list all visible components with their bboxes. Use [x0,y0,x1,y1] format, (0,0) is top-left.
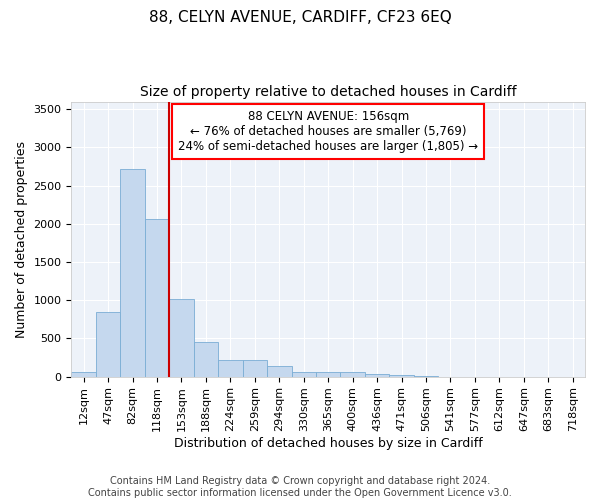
Text: Contains HM Land Registry data © Crown copyright and database right 2024.
Contai: Contains HM Land Registry data © Crown c… [88,476,512,498]
Bar [121,169,145,376]
Bar [292,372,316,376]
X-axis label: Distribution of detached houses by size in Cardiff: Distribution of detached houses by size … [174,437,482,450]
Bar [340,372,365,376]
Y-axis label: Number of detached properties: Number of detached properties [15,140,28,338]
Bar [96,312,121,376]
Bar [71,372,96,376]
Text: 88, CELYN AVENUE, CARDIFF, CF23 6EQ: 88, CELYN AVENUE, CARDIFF, CF23 6EQ [149,10,451,25]
Bar [145,219,169,376]
Bar [194,342,218,376]
Title: Size of property relative to detached houses in Cardiff: Size of property relative to detached ho… [140,85,517,99]
Bar [218,360,242,376]
Bar [389,375,414,376]
Bar [365,374,389,376]
Bar [242,360,267,376]
Text: 88 CELYN AVENUE: 156sqm
← 76% of detached houses are smaller (5,769)
24% of semi: 88 CELYN AVENUE: 156sqm ← 76% of detache… [178,110,478,153]
Bar [316,372,340,376]
Bar [169,300,194,376]
Bar [267,366,292,376]
